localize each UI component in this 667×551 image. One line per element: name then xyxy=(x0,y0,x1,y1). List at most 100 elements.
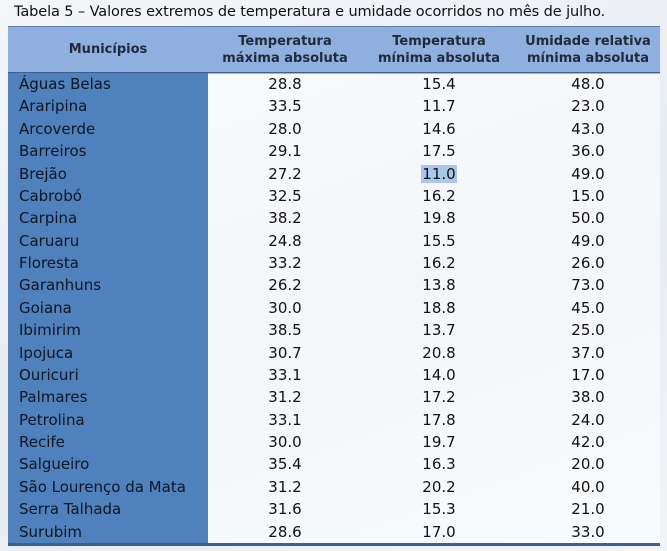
data-area-background xyxy=(208,73,660,543)
cell-temp-max: 38.2 xyxy=(208,207,362,229)
header-temp-min-line2: mínima absoluta xyxy=(377,50,500,66)
cell-temp-max-text: 29.1 xyxy=(268,142,302,161)
cell-humidity-text: 37.0 xyxy=(571,343,605,362)
cell-municipio: Águas Belas xyxy=(19,73,208,95)
cell-temp-max-text: 31.6 xyxy=(268,500,302,519)
cell-temp-max-text: 38.2 xyxy=(268,209,302,228)
cell-temp-min-text: 11.7 xyxy=(422,97,456,116)
cell-humidity: 26.0 xyxy=(516,252,660,274)
table-row: Barreiros 29.1 17.5 36.0 xyxy=(8,140,660,162)
cell-temp-min: 20.8 xyxy=(362,342,516,364)
cell-temp-max: 24.8 xyxy=(208,230,362,252)
cell-temp-max: 28.8 xyxy=(208,73,362,95)
cell-temp-min-text: 15.3 xyxy=(422,500,456,519)
cell-municipio-text: Serra Talhada xyxy=(19,500,122,519)
header-temp-max-line1: Temperatura xyxy=(238,33,332,49)
cell-municipio-text: Salgueiro xyxy=(19,455,90,474)
cell-municipio-text: Surubim xyxy=(19,522,83,541)
cell-humidity-text: 33.0 xyxy=(571,522,605,541)
cell-temp-max-text: 24.8 xyxy=(268,231,302,250)
cell-temp-max: 38.5 xyxy=(208,319,362,341)
cell-humidity-text: 50.0 xyxy=(571,209,605,228)
cell-humidity-text: 26.0 xyxy=(571,254,605,273)
cell-temp-min: 14.0 xyxy=(362,364,516,386)
cell-temp-max: 33.2 xyxy=(208,252,362,274)
cell-municipio: Ibimirim xyxy=(19,319,208,341)
cell-temp-max-text: 31.2 xyxy=(268,388,302,407)
cell-humidity: 49.0 xyxy=(516,230,660,252)
cell-municipio-text: São Lourenço da Mata xyxy=(19,477,186,496)
cell-temp-min: 16.3 xyxy=(362,453,516,475)
cell-temp-min: 17.0 xyxy=(362,521,516,543)
cell-municipio: Caruaru xyxy=(19,230,208,252)
cell-municipio-text: Barreiros xyxy=(19,142,87,161)
cell-humidity: 48.0 xyxy=(516,73,660,95)
cell-temp-max: 31.2 xyxy=(208,386,362,408)
cell-temp-min-text: 19.7 xyxy=(422,433,456,452)
cell-temp-max: 33.5 xyxy=(208,95,362,117)
cell-temp-max-text: 28.8 xyxy=(268,75,302,93)
cell-temp-min-text: 17.0 xyxy=(422,522,456,541)
cell-temp-max-text: 27.2 xyxy=(268,164,302,183)
table-row: Surubim 28.6 17.0 33.0 xyxy=(8,521,660,543)
cell-temp-min: 17.5 xyxy=(362,140,516,162)
cell-humidity: 73.0 xyxy=(516,274,660,296)
cell-municipio: Goiana xyxy=(19,297,208,319)
cell-humidity-text: 45.0 xyxy=(571,298,605,317)
table-body: Águas Belas 28.8 15.4 48.0 Araripina 33.5 11.7… xyxy=(8,73,660,543)
cell-temp-min-text: 19.8 xyxy=(422,209,456,228)
data-table: Municípios Temperatura máxima absoluta T… xyxy=(8,26,660,544)
cell-temp-max-text: 26.2 xyxy=(268,276,302,295)
table-row: Palmares 31.2 17.2 38.0 xyxy=(8,386,660,408)
cell-municipio: Ipojuca xyxy=(19,342,208,364)
cell-temp-min: 11.0 xyxy=(362,163,516,185)
table-caption: Tabela 5 – Valores extremos de temperatu… xyxy=(14,4,606,20)
cell-humidity: 50.0 xyxy=(516,207,660,229)
table-row: Caruaru 24.8 15.5 49.0 xyxy=(8,230,660,252)
municipio-column-background xyxy=(8,73,208,543)
cell-municipio: Palmares xyxy=(19,386,208,408)
cell-temp-min-text: 18.8 xyxy=(422,298,456,317)
cell-temp-max: 30.0 xyxy=(208,431,362,453)
cell-humidity: 42.0 xyxy=(516,431,660,453)
cell-municipio-text: Arcoverde xyxy=(19,119,96,138)
cell-temp-max: 31.6 xyxy=(208,498,362,520)
header-temp-max-line2: máxima absoluta xyxy=(222,50,348,66)
cell-temp-min-text: 11.0 xyxy=(421,164,457,183)
cell-municipio: Ouricuri xyxy=(19,364,208,386)
cell-temp-min: 15.4 xyxy=(362,73,516,95)
cell-temp-min-text: 15.4 xyxy=(422,75,456,93)
cell-municipio: Brejão xyxy=(19,163,208,185)
cell-temp-min: 17.2 xyxy=(362,386,516,408)
cell-temp-min: 11.7 xyxy=(362,95,516,117)
cell-municipio-text: Floresta xyxy=(19,254,79,273)
table-row: Cabrobó 32.5 16.2 15.0 xyxy=(8,185,660,207)
cell-municipio: Floresta xyxy=(19,252,208,274)
cell-temp-min-text: 16.2 xyxy=(422,186,456,205)
header-temp-min-line1: Temperatura xyxy=(392,33,486,49)
cell-municipio: Salgueiro xyxy=(19,453,208,475)
cell-temp-min-text: 17.8 xyxy=(422,410,456,429)
header-municipios: Municípios xyxy=(68,42,148,57)
cell-municipio-text: Carpina xyxy=(19,209,78,228)
table-row: Serra Talhada 31.6 15.3 21.0 xyxy=(8,498,660,520)
cell-temp-min: 17.8 xyxy=(362,409,516,431)
cell-humidity-text: 42.0 xyxy=(571,433,605,452)
cell-humidity: 49.0 xyxy=(516,163,660,185)
cell-municipio: Carpina xyxy=(19,207,208,229)
cell-municipio-text: Ipojuca xyxy=(19,343,74,362)
table-row: Arcoverde 28.0 14.6 43.0 xyxy=(8,118,660,140)
cell-municipio: Recife xyxy=(19,431,208,453)
cell-municipio: Surubim xyxy=(19,521,208,543)
cell-humidity-text: 49.0 xyxy=(571,231,605,250)
cell-temp-max-text: 32.5 xyxy=(268,186,302,205)
cell-temp-min-text: 16.2 xyxy=(422,254,456,273)
cell-municipio: Garanhuns xyxy=(19,274,208,296)
cell-temp-min: 13.7 xyxy=(362,319,516,341)
cell-temp-max: 29.1 xyxy=(208,140,362,162)
table-row: Araripina 33.5 11.7 23.0 xyxy=(8,95,660,117)
cell-municipio-text: Cabrobó xyxy=(19,186,82,205)
cell-temp-max-text: 33.2 xyxy=(268,254,302,273)
table-row: São Lourenço da Mata 31.2 20.2 40.0 xyxy=(8,476,660,498)
cell-temp-min-text: 17.5 xyxy=(422,142,456,161)
